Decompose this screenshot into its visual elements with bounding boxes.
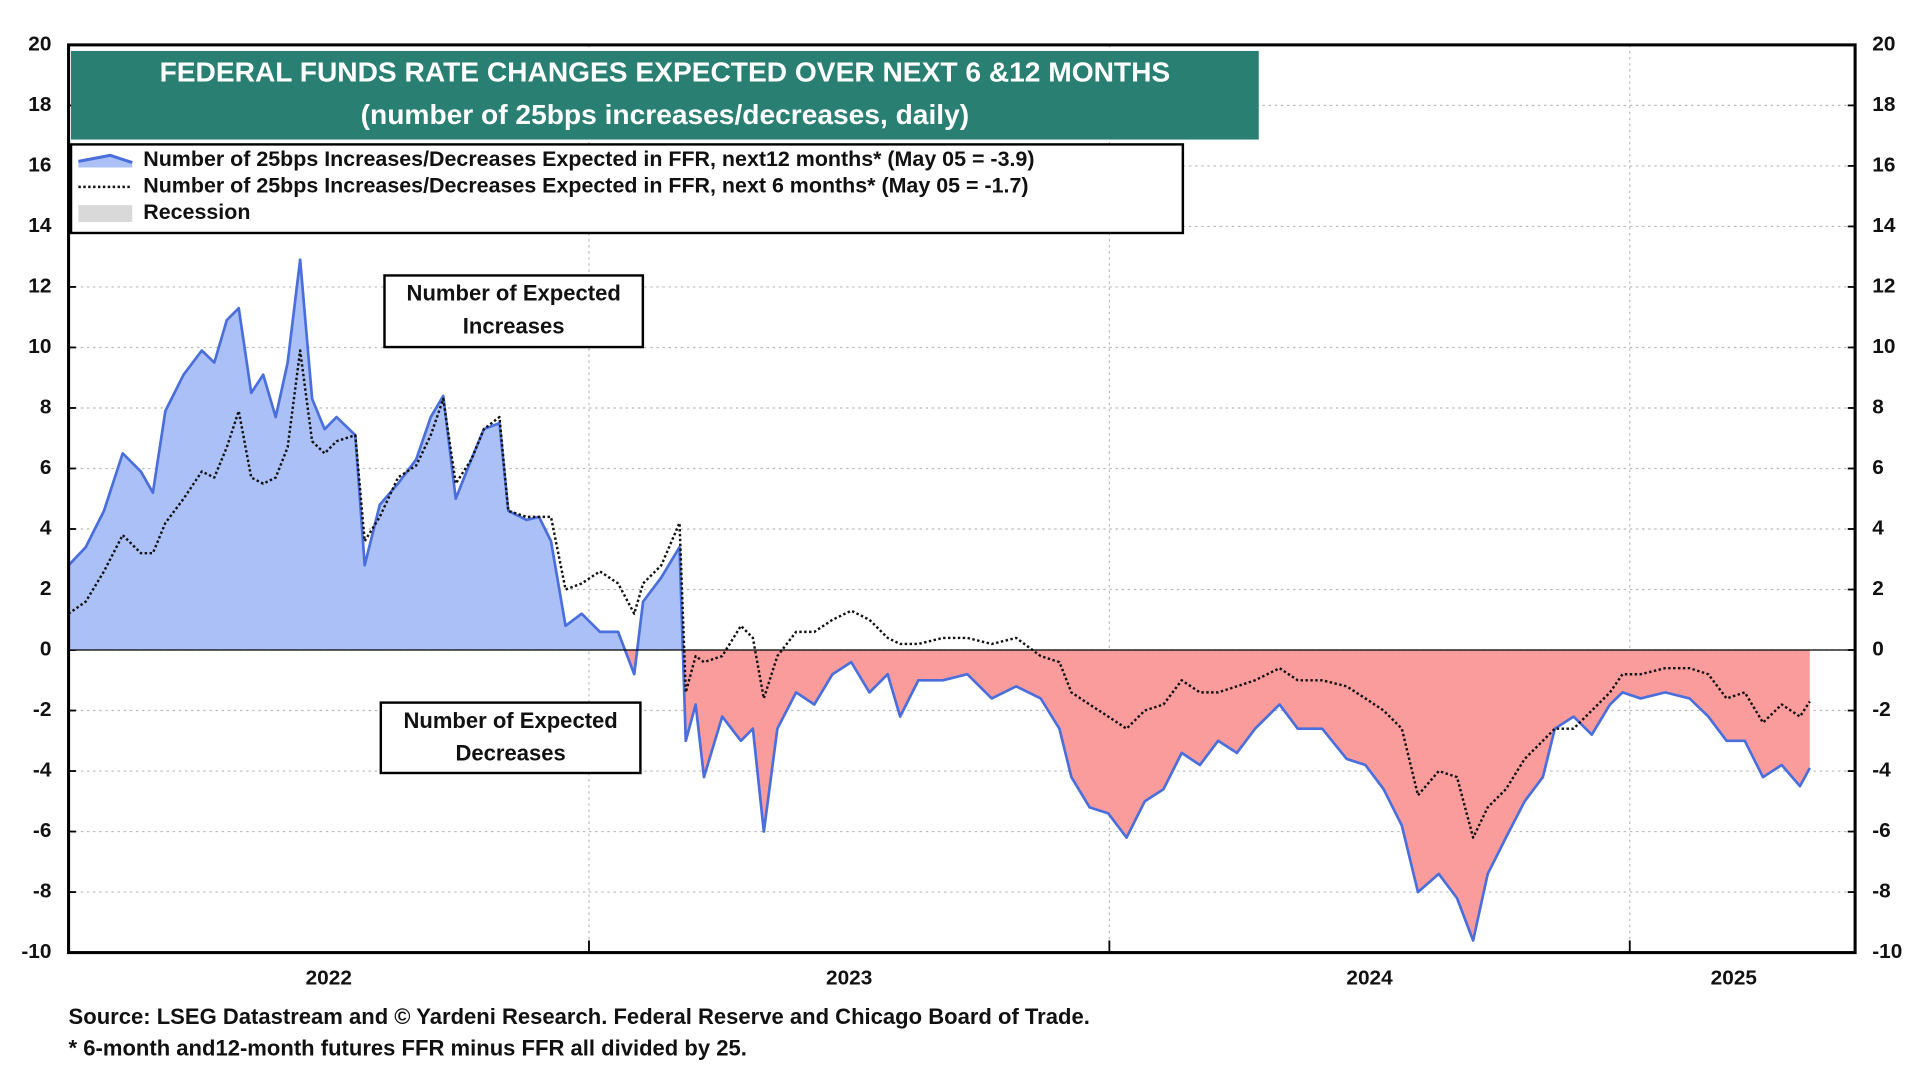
y-tick-label: 4 [40, 517, 52, 540]
source-note: Source: LSEG Datastream and © Yardeni Re… [69, 1004, 1090, 1029]
series-line [67, 258, 1812, 942]
y2-tick-label: 12 [1872, 274, 1895, 297]
plot-frame [67, 43, 1857, 955]
y-tick-label: -8 [33, 880, 52, 903]
annotation-text: Number of Expected [403, 708, 617, 733]
chart-subtitle: (number of 25bps increases/decreases, da… [361, 99, 969, 130]
y-tick-label: 12 [28, 274, 51, 297]
y-tick-label: -2 [33, 698, 52, 721]
y2-tick-label: -4 [1872, 759, 1891, 782]
legend-box [69, 143, 1185, 235]
y-tick-label: -4 [33, 759, 52, 782]
y2-tick-label: 4 [1872, 517, 1884, 540]
legend-label: Number of 25bps Increases/Decreases Expe… [143, 147, 1034, 171]
annotation-text: Increases [463, 314, 565, 339]
y-tick-label: 8 [40, 395, 52, 418]
y-tick-label: 2 [40, 577, 52, 600]
y-tick-label: 10 [28, 335, 51, 358]
legend-label: Number of 25bps Increases/Decreases Expe… [143, 174, 1028, 198]
negative-area [68, 650, 1810, 941]
annotation-text: Decreases [455, 741, 565, 766]
y2-tick-label: 6 [1872, 456, 1884, 479]
annotation-box [383, 274, 645, 349]
y2-tick-label: 20 [1872, 32, 1895, 55]
x-tick-label: 2024 [1346, 967, 1393, 990]
y-tick-label: -6 [33, 819, 52, 842]
y-tick-label: 16 [28, 153, 51, 176]
annotation-text: Number of Expected [407, 281, 621, 306]
legend-label: Recession [143, 200, 250, 224]
legend-swatch-line [78, 153, 133, 165]
legend-swatch [78, 205, 133, 223]
annotation-box [379, 701, 642, 775]
y-tick-label: 0 [40, 638, 52, 661]
positive-area [68, 259, 683, 651]
y2-tick-label: 8 [1872, 395, 1884, 418]
y-tick-label: 6 [40, 456, 52, 479]
y2-tick-label: 10 [1872, 335, 1895, 358]
y2-tick-label: -2 [1872, 698, 1891, 721]
y2-tick-label: 18 [1872, 93, 1895, 116]
x-tick-label: 2025 [1711, 967, 1757, 990]
y2-tick-label: 2 [1872, 577, 1884, 600]
y2-tick-label: 14 [1872, 214, 1896, 237]
y-tick-label: 14 [28, 214, 52, 237]
x-tick-label: 2023 [826, 967, 872, 990]
y-tick-label: 20 [28, 32, 51, 55]
y2-tick-label: -10 [1872, 940, 1902, 963]
y2-tick-label: 16 [1872, 153, 1895, 176]
series-line [67, 349, 1811, 839]
y-tick-label: 18 [28, 93, 51, 116]
chart-title: FEDERAL FUNDS RATE CHANGES EXPECTED OVER… [160, 57, 1171, 88]
y2-tick-label: -6 [1872, 819, 1891, 842]
y-tick-label: -10 [21, 940, 51, 963]
source-note: * 6-month and12-month futures FFR minus … [69, 1036, 747, 1061]
x-tick-label: 2022 [306, 967, 352, 990]
y2-tick-label: 0 [1872, 638, 1884, 661]
y2-tick-label: -8 [1872, 880, 1891, 903]
title-box [71, 50, 1259, 140]
